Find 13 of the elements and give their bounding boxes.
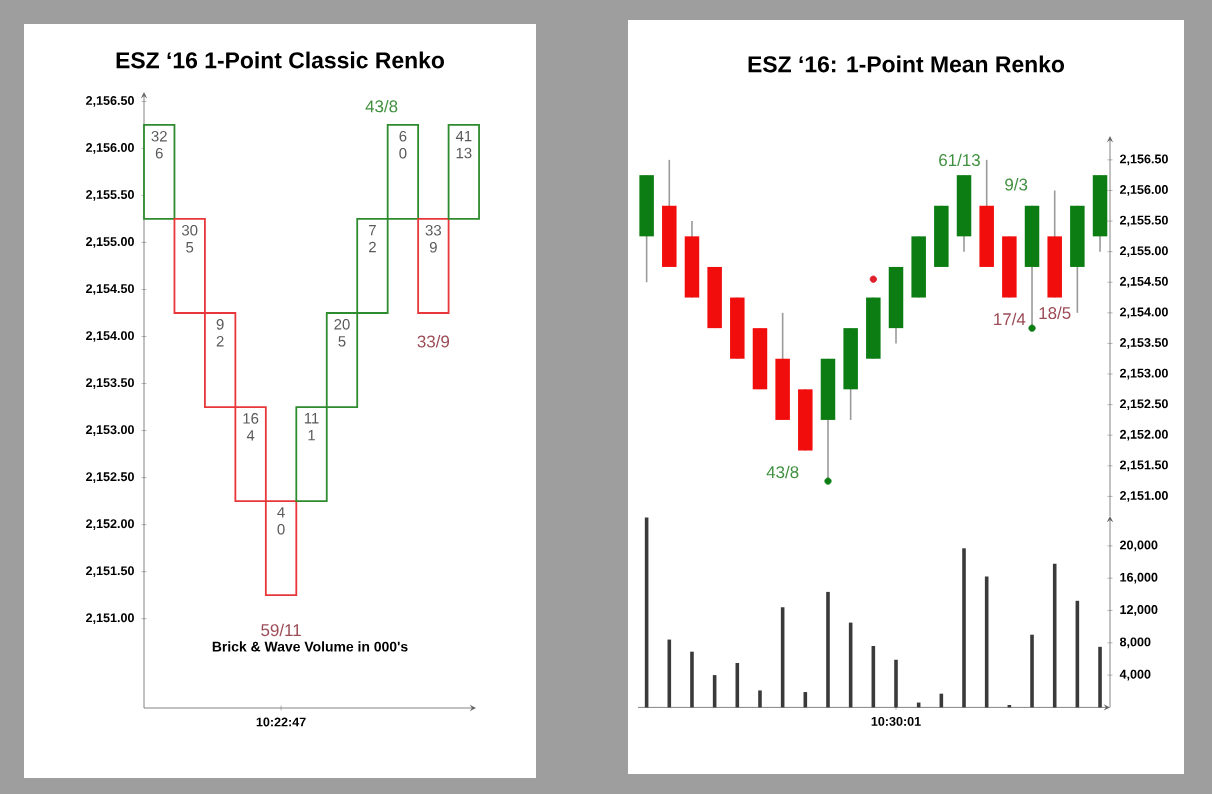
point (869, 275, 877, 283)
annotation: 43/8 (365, 99, 398, 113)
annotation: 18/5 (1039, 306, 1071, 320)
chart-title: ESZ ‘16 1-Point Classic Renko (116, 51, 444, 69)
chart-title: ESZ ‘16: 1-Point Mean Renko (748, 55, 1065, 73)
annotation: 33/9 (417, 335, 450, 348)
annotation: 43/8 (766, 465, 799, 479)
annotation: 17/4 (994, 312, 1026, 326)
point (824, 477, 832, 485)
annotation: 61/13 (939, 153, 980, 167)
point (1028, 324, 1036, 332)
annotation: 59/11 (261, 623, 301, 637)
annotation: 9/3 (1005, 178, 1028, 191)
